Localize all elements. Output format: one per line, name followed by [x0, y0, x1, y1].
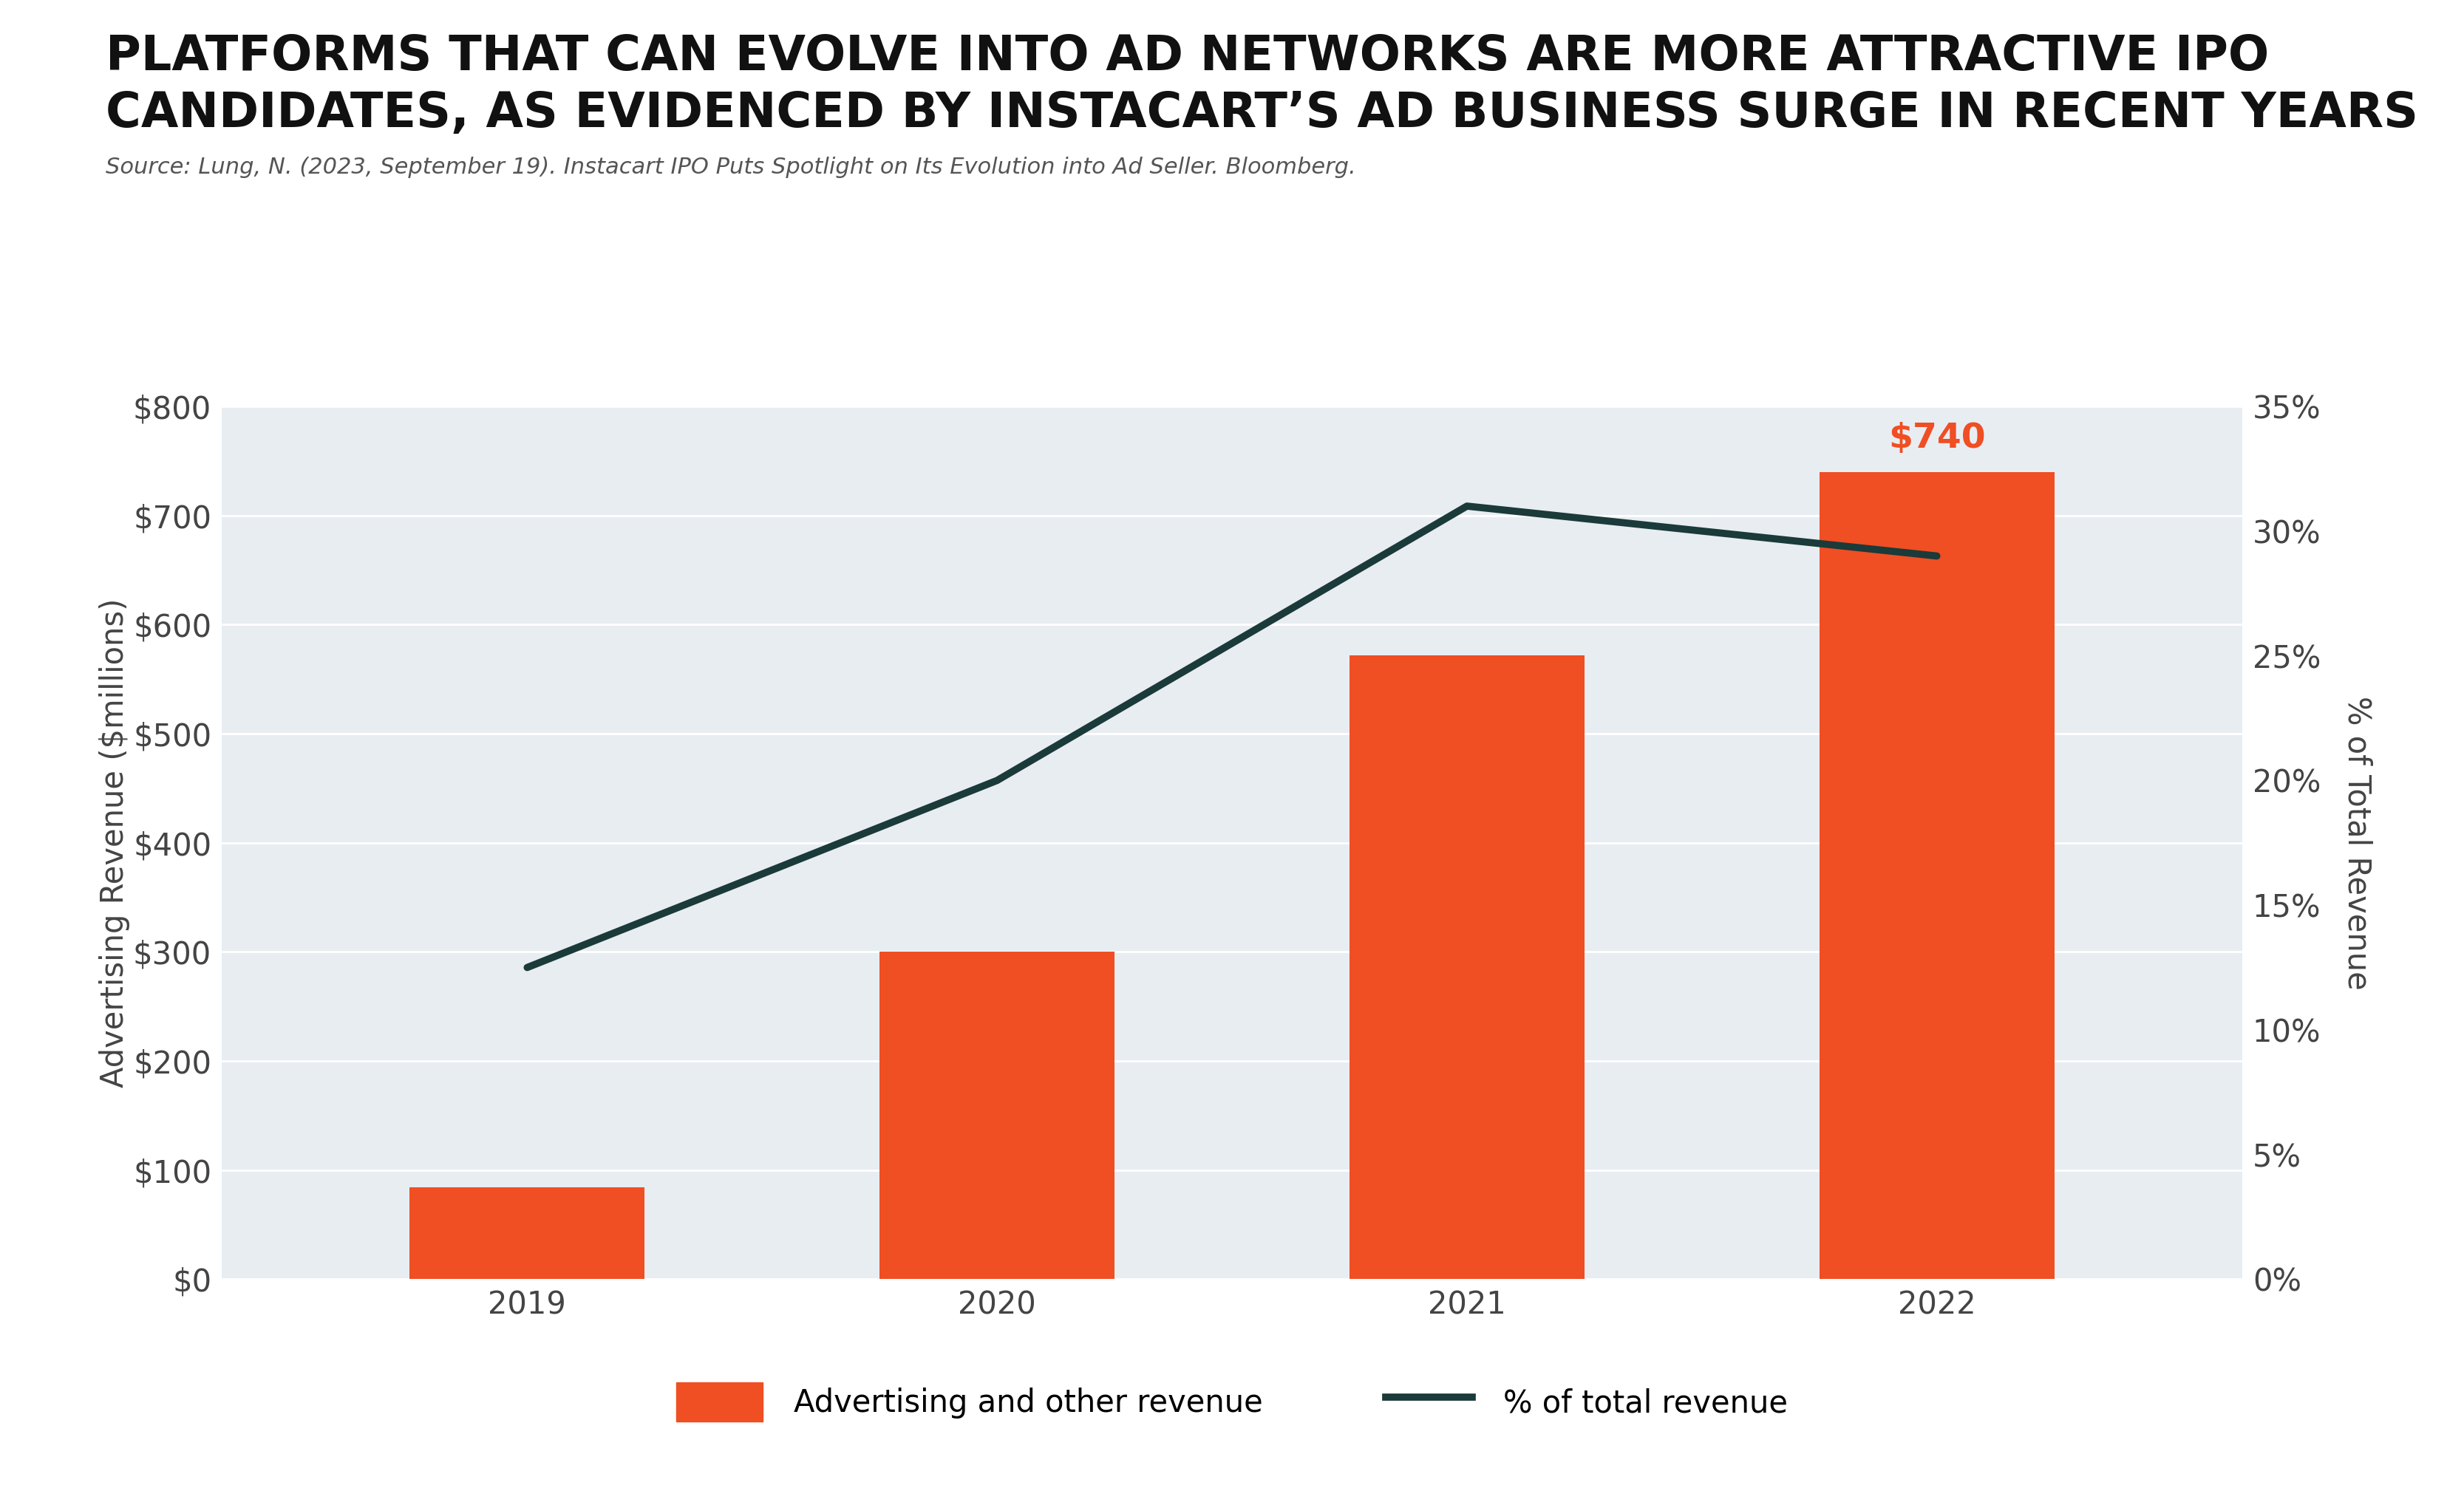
Bar	[1818, 473, 2055, 1279]
Text: $740: $740	[1887, 423, 1986, 456]
Legend: Advertising and other revenue, % of total revenue: Advertising and other revenue, % of tota…	[665, 1370, 1799, 1434]
Text: CANDIDATES, AS EVIDENCED BY INSTACART’S AD BUSINESS SURGE IN RECENT YEARS: CANDIDATES, AS EVIDENCED BY INSTACART’S …	[106, 90, 2420, 137]
Y-axis label: Advertising Revenue ($millions): Advertising Revenue ($millions)	[99, 597, 131, 1088]
Text: Source: Lung, N. (2023, September 19). Instacart IPO Puts Spotlight on Its Evolu: Source: Lung, N. (2023, September 19). I…	[106, 157, 1355, 178]
Bar	[1350, 655, 1584, 1279]
Bar	[880, 951, 1114, 1279]
Y-axis label: % of Total Revenue: % of Total Revenue	[2341, 695, 2373, 990]
Bar	[409, 1187, 646, 1279]
Text: PLATFORMS THAT CAN EVOLVE INTO AD NETWORKS ARE MORE ATTRACTIVE IPO: PLATFORMS THAT CAN EVOLVE INTO AD NETWOR…	[106, 33, 2269, 80]
